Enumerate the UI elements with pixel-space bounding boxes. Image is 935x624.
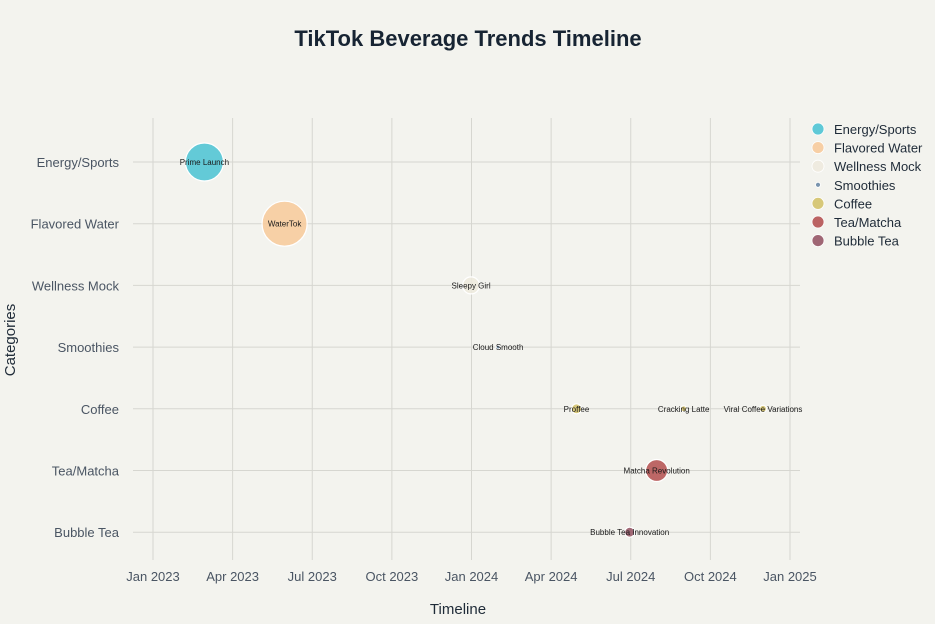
bubble-point xyxy=(461,276,481,295)
bubble-label: Proffee xyxy=(564,405,590,414)
x-tick-label: Jul 2023 xyxy=(288,569,337,584)
legend-label: Flavored Water xyxy=(834,141,923,156)
legend-marker xyxy=(811,159,825,173)
legend-marker xyxy=(811,215,825,229)
y-tick-label: Wellness Mock xyxy=(32,278,120,293)
y-tick-label: Smoothies xyxy=(58,340,120,355)
legend-marker xyxy=(811,122,825,136)
x-tick-label: Apr 2024 xyxy=(525,569,578,584)
bubble-point xyxy=(184,142,225,182)
x-tick-label: Jan 2025 xyxy=(763,569,817,584)
legend-marker xyxy=(811,196,825,210)
y-tick-label: Coffee xyxy=(81,402,119,417)
bubble-label: Cloud Smooth xyxy=(473,343,524,352)
x-tick-label: Oct 2023 xyxy=(365,569,418,584)
x-tick-label: Jan 2024 xyxy=(445,569,499,584)
legend-marker xyxy=(815,181,821,188)
legend-label: Energy/Sports xyxy=(834,122,917,137)
legend-marker xyxy=(811,234,825,248)
bubble-label: Matcha Revolution xyxy=(624,467,690,476)
y-axis-title: Categories xyxy=(2,304,19,377)
legend-label: Wellness Mock xyxy=(834,159,922,174)
legend-label: Coffee xyxy=(834,196,872,211)
bubble-label: WaterTok xyxy=(268,220,302,229)
bubble-layer: Prime Launch WaterTok Sleepy Girl Cloud Smo… xyxy=(180,142,803,538)
bubble-label: Cracking Latte xyxy=(658,405,710,414)
x-axis-ticks: Jan 2023 Apr 2023 Jul 2023 Oct 2023 Jan 2024… xyxy=(126,569,817,584)
legend-label: Tea/Matcha xyxy=(834,215,902,230)
y-tick-label: Energy/Sports xyxy=(37,155,120,170)
y-tick-label: Bubble Tea xyxy=(54,525,120,540)
bubble-point xyxy=(758,404,768,413)
bubble-point xyxy=(624,526,636,538)
bubble-point xyxy=(570,403,583,415)
bubble-label: Sleepy Girl xyxy=(452,281,491,290)
bubble-point xyxy=(261,200,308,247)
y-tick-label: Flavored Water xyxy=(31,217,120,232)
bubble-label: Bubble Tea Innovation xyxy=(590,528,669,537)
y-tick-label: Tea/Matcha xyxy=(52,464,120,479)
bubble-point xyxy=(680,405,688,413)
x-tick-label: Jan 2023 xyxy=(126,569,180,584)
x-axis-title: Timeline xyxy=(430,601,486,618)
legend-label: Bubble Tea xyxy=(834,234,900,249)
x-tick-label: Oct 2024 xyxy=(684,569,737,584)
bubble-label: Viral Coffee Variations xyxy=(724,405,803,414)
x-tick-label: Apr 2023 xyxy=(206,569,259,584)
legend: Energy/Sports Flavored Water Wellness Mock… xyxy=(811,122,923,249)
x-tick-label: Jul 2024 xyxy=(606,569,655,584)
y-axis-ticks: Energy/Sports Flavored Water Wellness Mock… xyxy=(31,155,120,540)
legend-label: Smoothies xyxy=(834,178,896,193)
bubble-point xyxy=(645,458,669,483)
chart-title: TikTok Beverage Trends Timeline xyxy=(294,26,641,51)
legend-marker xyxy=(811,141,825,155)
bubble-point xyxy=(495,344,501,350)
bubble-label: Prime Launch xyxy=(180,158,229,167)
grid-layer xyxy=(133,118,800,560)
